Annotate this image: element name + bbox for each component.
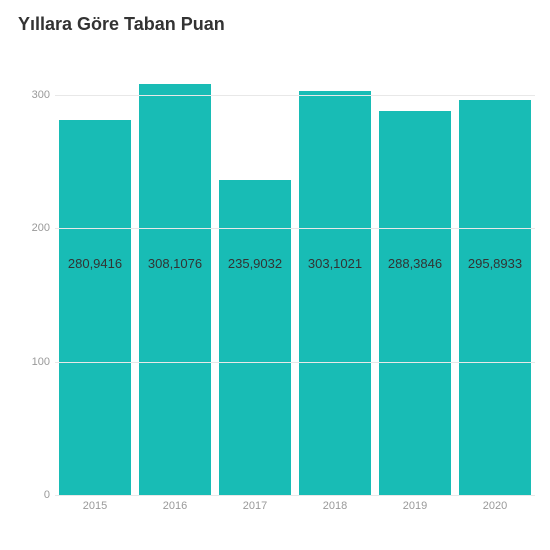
bar (139, 84, 211, 495)
bar-slot: 303,1021 (295, 55, 375, 495)
bar-slot: 235,9032 (215, 55, 295, 495)
x-axis-label: 2015 (83, 500, 107, 512)
grid-line (55, 228, 535, 229)
bar-slot: 308,1076 (135, 55, 215, 495)
bars-container: 280,9416308,1076235,9032303,1021288,3846… (55, 55, 535, 495)
bar-slot: 288,3846 (375, 55, 455, 495)
y-axis-label: 200 (32, 222, 50, 234)
bar-slot: 295,8933 (455, 55, 535, 495)
bar (299, 91, 371, 495)
plot-area: 280,9416308,1076235,9032303,1021288,3846… (55, 55, 535, 495)
bar-slot: 280,9416 (55, 55, 135, 495)
y-axis-label: 0 (44, 489, 50, 501)
y-axis-label: 300 (32, 89, 50, 101)
y-axis-label: 100 (32, 356, 50, 368)
x-axis-label: 2019 (403, 500, 427, 512)
chart-title: Yıllara Göre Taban Puan (18, 14, 225, 35)
grid-line (55, 495, 535, 496)
bar (59, 120, 131, 495)
grid-line (55, 362, 535, 363)
bar (379, 111, 451, 496)
bar (459, 100, 531, 495)
x-axis-label: 2017 (243, 500, 267, 512)
x-axis-label: 2020 (483, 500, 507, 512)
x-axis-label: 2018 (323, 500, 347, 512)
x-axis-label: 2016 (163, 500, 187, 512)
bar-value-label: 295,8933 (447, 256, 543, 271)
grid-line (55, 95, 535, 96)
